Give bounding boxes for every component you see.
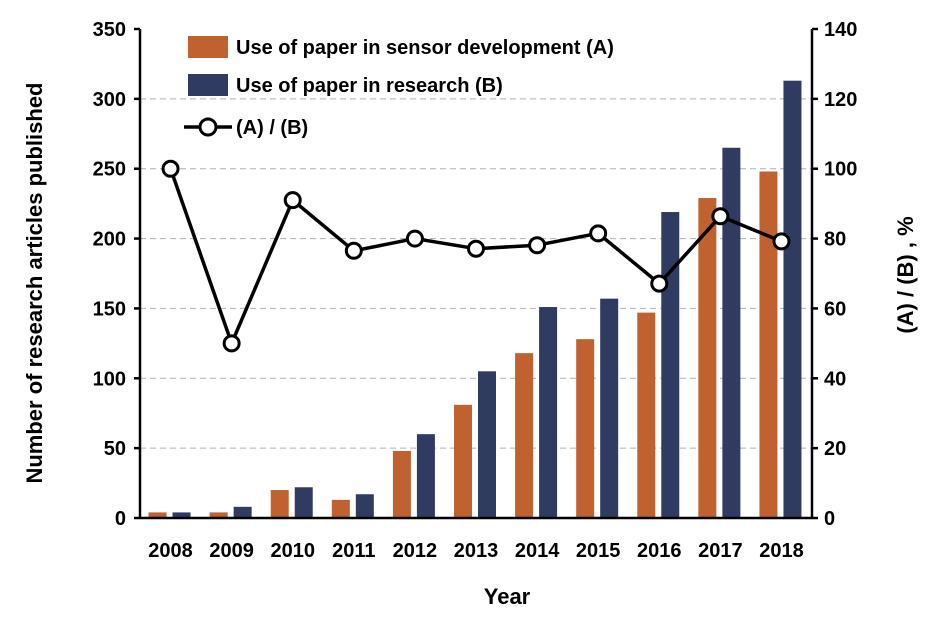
y-axis-title: Number of research articles published xyxy=(22,82,47,483)
ratio-point xyxy=(650,274,669,293)
legend-swatch-a xyxy=(188,36,228,58)
bar-a xyxy=(759,171,778,518)
legend-label-ratio: (A) / (B) xyxy=(236,117,308,139)
bar-a xyxy=(209,512,228,518)
bar-a xyxy=(698,198,717,518)
bar-a xyxy=(576,339,595,518)
x-tick-label: 2011 xyxy=(332,540,375,562)
bar-b xyxy=(478,371,496,518)
y-tick-label: 0 xyxy=(115,508,126,530)
bar-a xyxy=(392,450,411,518)
bar-a xyxy=(331,499,350,518)
bar-b xyxy=(233,506,252,518)
x-tick-label: 2010 xyxy=(270,540,315,562)
x-tick-label: 2013 xyxy=(454,540,499,562)
bar-b xyxy=(355,494,374,518)
y2-tick-label: 40 xyxy=(824,368,846,390)
bar-b xyxy=(783,80,802,519)
y2-tick-label: 20 xyxy=(824,438,846,460)
x-tick-label: 2012 xyxy=(393,540,438,562)
y-tick-label: 100 xyxy=(93,368,126,390)
x-tick-label: 2008 xyxy=(148,540,193,562)
ratio-point xyxy=(405,229,424,248)
ratio-point xyxy=(344,241,363,260)
x-tick-label: 2009 xyxy=(209,540,254,562)
legend-label-b: Use of paper in research (B) xyxy=(236,75,503,97)
y2-axis-title: (A) / (B) , % xyxy=(893,216,918,333)
bar-b xyxy=(661,212,680,519)
bar-a xyxy=(270,490,289,518)
ratio-point xyxy=(772,232,791,251)
x-tick-label: 2016 xyxy=(637,540,682,562)
bar-a xyxy=(454,404,472,518)
bar-a xyxy=(148,512,167,518)
x-tick-label: 2018 xyxy=(759,540,804,562)
ratio-point xyxy=(711,207,730,226)
ratio-point xyxy=(467,239,485,258)
legend: Use of paper in sensor development (A) U… xyxy=(184,36,614,139)
legend-swatch-b xyxy=(188,74,228,96)
y2-tick-label: 140 xyxy=(824,19,857,41)
x-tick-label: 2014 xyxy=(515,540,560,562)
y-tick-label: 300 xyxy=(93,89,126,111)
ratio-point xyxy=(528,236,547,255)
legend-label-a: Use of paper in sensor development (A) xyxy=(236,37,614,59)
y-tick-label: 250 xyxy=(93,159,126,181)
y-tick-label: 350 xyxy=(93,19,126,41)
ratio-point xyxy=(222,334,241,353)
line-layer xyxy=(161,159,791,353)
bar-layer xyxy=(148,80,802,519)
bar-b xyxy=(539,307,558,518)
y2-tick-label: 80 xyxy=(824,229,846,251)
x-tick-label: 2015 xyxy=(576,540,621,562)
x-axis-title: Year xyxy=(484,584,531,609)
ratio-point xyxy=(589,224,608,243)
x-tick-label: 2017 xyxy=(698,540,743,562)
bar-a xyxy=(515,353,534,518)
bar-b xyxy=(416,434,435,518)
bar-b xyxy=(294,487,313,518)
bar-b xyxy=(722,147,741,518)
ratio-point xyxy=(161,159,180,178)
y2-tick-label: 60 xyxy=(824,298,846,320)
y-tick-label: 50 xyxy=(104,438,126,460)
y2-tick-label: 100 xyxy=(824,159,857,181)
y2-tick-label: 120 xyxy=(824,89,857,111)
bar-b xyxy=(172,512,191,518)
legend-marker-ratio xyxy=(198,117,218,137)
bar-b xyxy=(600,298,619,518)
ratio-point xyxy=(283,191,302,210)
y2-tick-label: 0 xyxy=(824,508,835,530)
bar-a xyxy=(637,312,656,518)
y-tick-label: 200 xyxy=(93,229,126,251)
axis-layer: 0 50 100 150 200 250 300 350 0 20 40 60 80 100 120 140 2… xyxy=(93,19,858,562)
y-tick-label: 150 xyxy=(93,298,126,320)
